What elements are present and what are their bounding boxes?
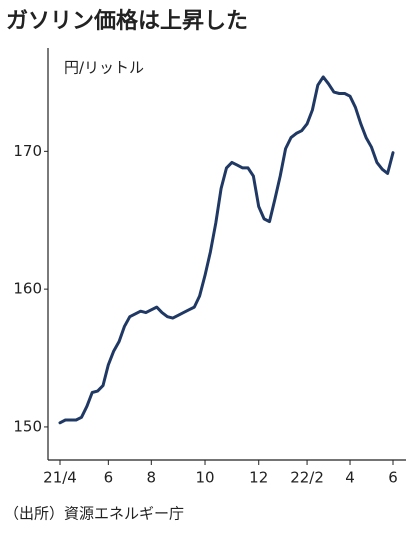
line-series: [58, 75, 395, 425]
source-note: （出所）資源エネルギー庁: [4, 505, 184, 523]
y-tick-label: 160: [13, 280, 42, 298]
chart-title: ガソリン価格は上昇した: [6, 8, 248, 34]
unit-label: 円/リットル: [64, 59, 144, 77]
x-tick-label: 10: [195, 469, 214, 487]
y-tick-label: 170: [13, 142, 42, 160]
x-tick-label: 6: [388, 469, 398, 487]
y-tick-label: 150: [13, 417, 42, 435]
x-tick-label: 8: [147, 469, 157, 487]
x-tick-label: 12: [249, 469, 268, 487]
x-tick-label: 22/2: [290, 469, 324, 487]
x-tick-label: 4: [345, 469, 355, 487]
x-tick-label: 6: [104, 469, 114, 487]
x-tick-label: 21/4: [43, 469, 77, 487]
